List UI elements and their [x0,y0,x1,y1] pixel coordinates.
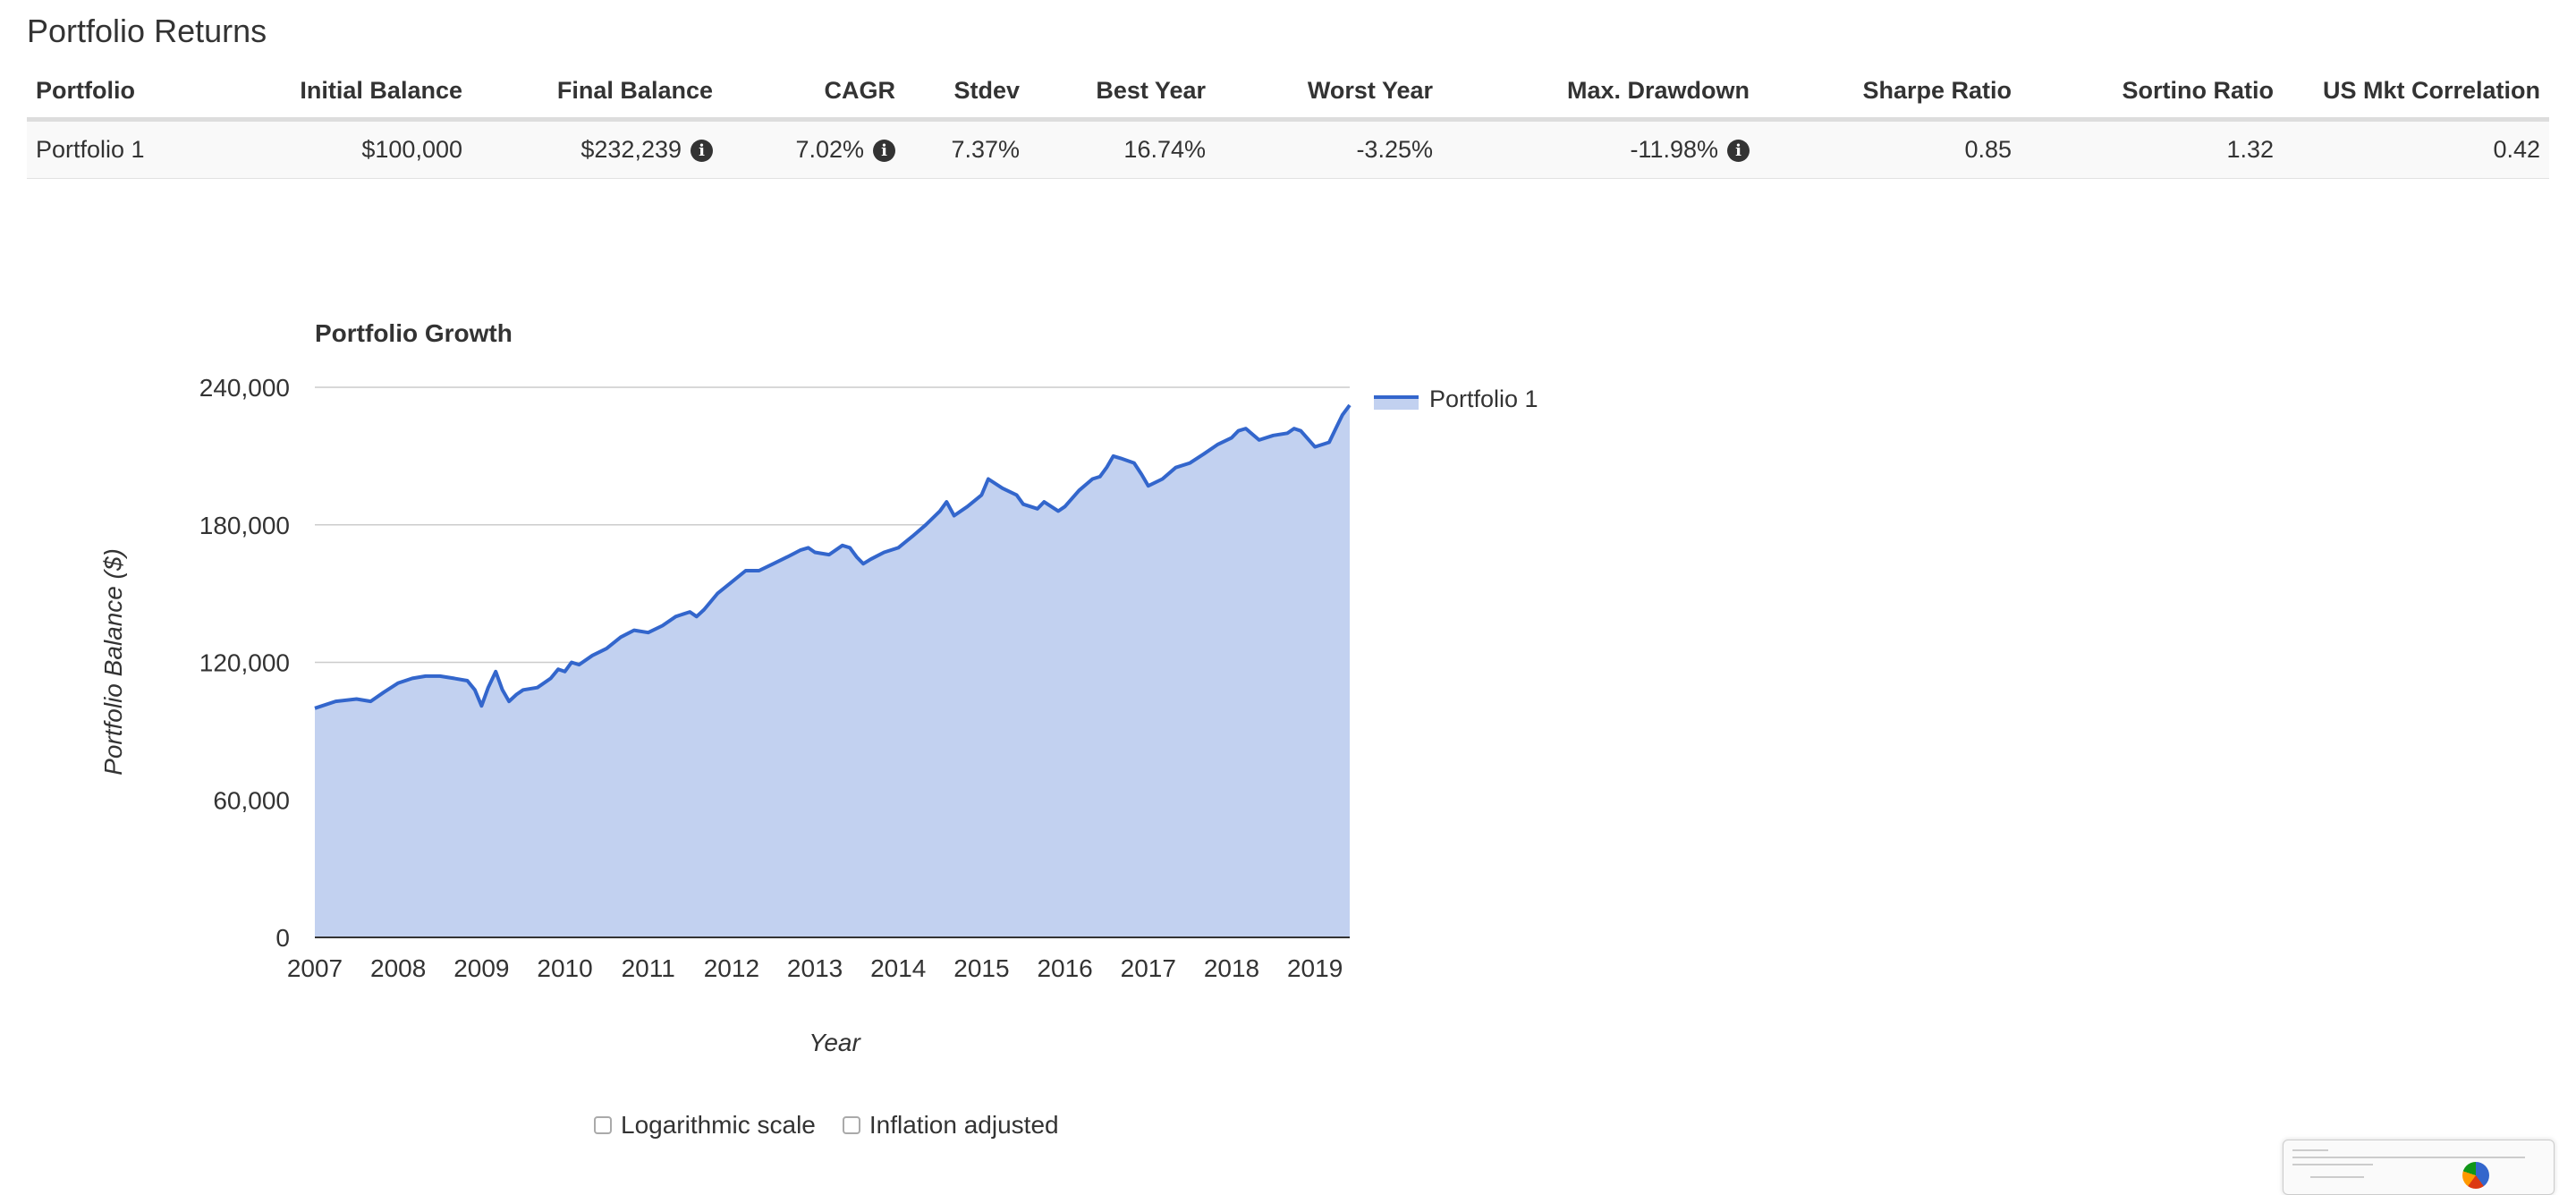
column-header-us-mkt-correlation[interactable]: US Mkt Correlation [2283,64,2549,122]
screenshot-thumbnail[interactable] [2283,1140,2555,1195]
cell-initial-balance: $100,000 [224,119,471,179]
table-header-row: Portfolio Initial Balance Final Balance … [27,64,2549,122]
y-tick-label: 60,000 [213,786,290,814]
x-tick-label: 2008 [370,954,426,982]
inflation-adjusted-option[interactable]: Inflation adjusted [842,1111,1059,1140]
cell-stdev: 7.37% [904,119,1029,179]
pie-icon [2462,1162,2489,1189]
cell-worst-year: -3.25% [1215,119,1442,179]
table-row: Portfolio 1 $100,000 $232,239 i 7.02% i 7.… [27,119,2549,179]
column-header-portfolio[interactable]: Portfolio [27,64,224,122]
column-header-sharpe-ratio[interactable]: Sharpe Ratio [1758,64,2021,122]
y-tick-label: 0 [275,924,290,952]
column-header-stdev[interactable]: Stdev [904,64,1029,122]
log-scale-option[interactable]: Logarithmic scale [594,1111,816,1140]
column-header-sortino-ratio[interactable]: Sortino Ratio [2021,64,2283,122]
x-tick-label: 2019 [1287,954,1343,982]
cell-sharpe-ratio: 0.85 [1758,119,2021,179]
x-axis-ticks: 2007 2008 2009 2010 2011 2012 2013 2014 2015 2016… [287,954,1343,982]
inflation-adjusted-checkbox[interactable] [842,1116,860,1134]
cagr-value: 7.02% [795,136,864,163]
column-header-max-drawdown[interactable]: Max. Drawdown [1442,64,1758,122]
x-tick-label: 2009 [453,954,509,982]
legend-label: Portfolio 1 [1429,386,1538,412]
x-tick-label: 2018 [1204,954,1259,982]
column-header-best-year[interactable]: Best Year [1029,64,1215,122]
x-tick-label: 2012 [704,954,759,982]
log-scale-label: Logarithmic scale [621,1111,816,1139]
cell-final-balance: $232,239 i [471,119,722,179]
cell-best-year: 16.74% [1029,119,1215,179]
cell-max-drawdown: -11.98% i [1442,119,1758,179]
log-scale-checkbox[interactable] [594,1116,612,1134]
x-tick-label: 2015 [953,954,1009,982]
x-tick-label: 2011 [622,954,675,982]
portfolio-line[interactable] [314,403,1352,710]
y-tick-label: 120,000 [199,649,290,677]
x-tick-label: 2014 [870,954,926,982]
column-header-initial-balance[interactable]: Initial Balance [224,64,471,122]
y-axis-ticks: 0 60,000 120,000 180,000 240,000 [199,374,290,952]
legend[interactable]: Portfolio 1 [1374,386,1538,412]
column-header-worst-year[interactable]: Worst Year [1215,64,1442,122]
x-axis-label: Year [809,1029,861,1056]
portfolio-area [315,404,1350,937]
y-axis-label: Portfolio Balance ($) [99,548,127,775]
x-tick-label: 2010 [537,954,592,982]
column-header-final-balance[interactable]: Final Balance [471,64,722,122]
chart-options: Logarithmic scale Inflation adjusted [594,1111,1086,1140]
page-title: Portfolio Returns [27,13,267,49]
x-tick-label: 2017 [1121,954,1176,982]
info-circle-icon[interactable]: i [1727,140,1750,162]
info-circle-icon[interactable]: i [691,140,713,162]
info-circle-icon[interactable]: i [873,140,895,162]
x-tick-label: 2007 [287,954,343,982]
chart-title: Portfolio Growth [315,319,513,347]
cell-us-mkt-correlation: 0.42 [2283,119,2549,179]
inflation-adjusted-label: Inflation adjusted [869,1111,1059,1139]
y-tick-label: 240,000 [199,374,290,402]
portfolio-returns-table: Portfolio Initial Balance Final Balance … [27,64,2549,179]
final-balance-value: $232,239 [580,136,682,163]
y-tick-label: 180,000 [199,512,290,539]
max-drawdown-value: -11.98% [1630,136,1718,163]
x-tick-label: 2013 [787,954,843,982]
legend-swatch-fill [1374,397,1419,410]
x-tick-label: 2016 [1037,954,1092,982]
portfolio-growth-chart: Portfolio Growth 0 60,000 120,000 180,000 24… [99,319,1538,1056]
cell-sortino-ratio: 1.32 [2021,119,2283,179]
column-header-cagr[interactable]: CAGR [722,64,904,122]
cell-cagr: 7.02% i [722,119,904,179]
cell-portfolio: Portfolio 1 [27,119,224,179]
